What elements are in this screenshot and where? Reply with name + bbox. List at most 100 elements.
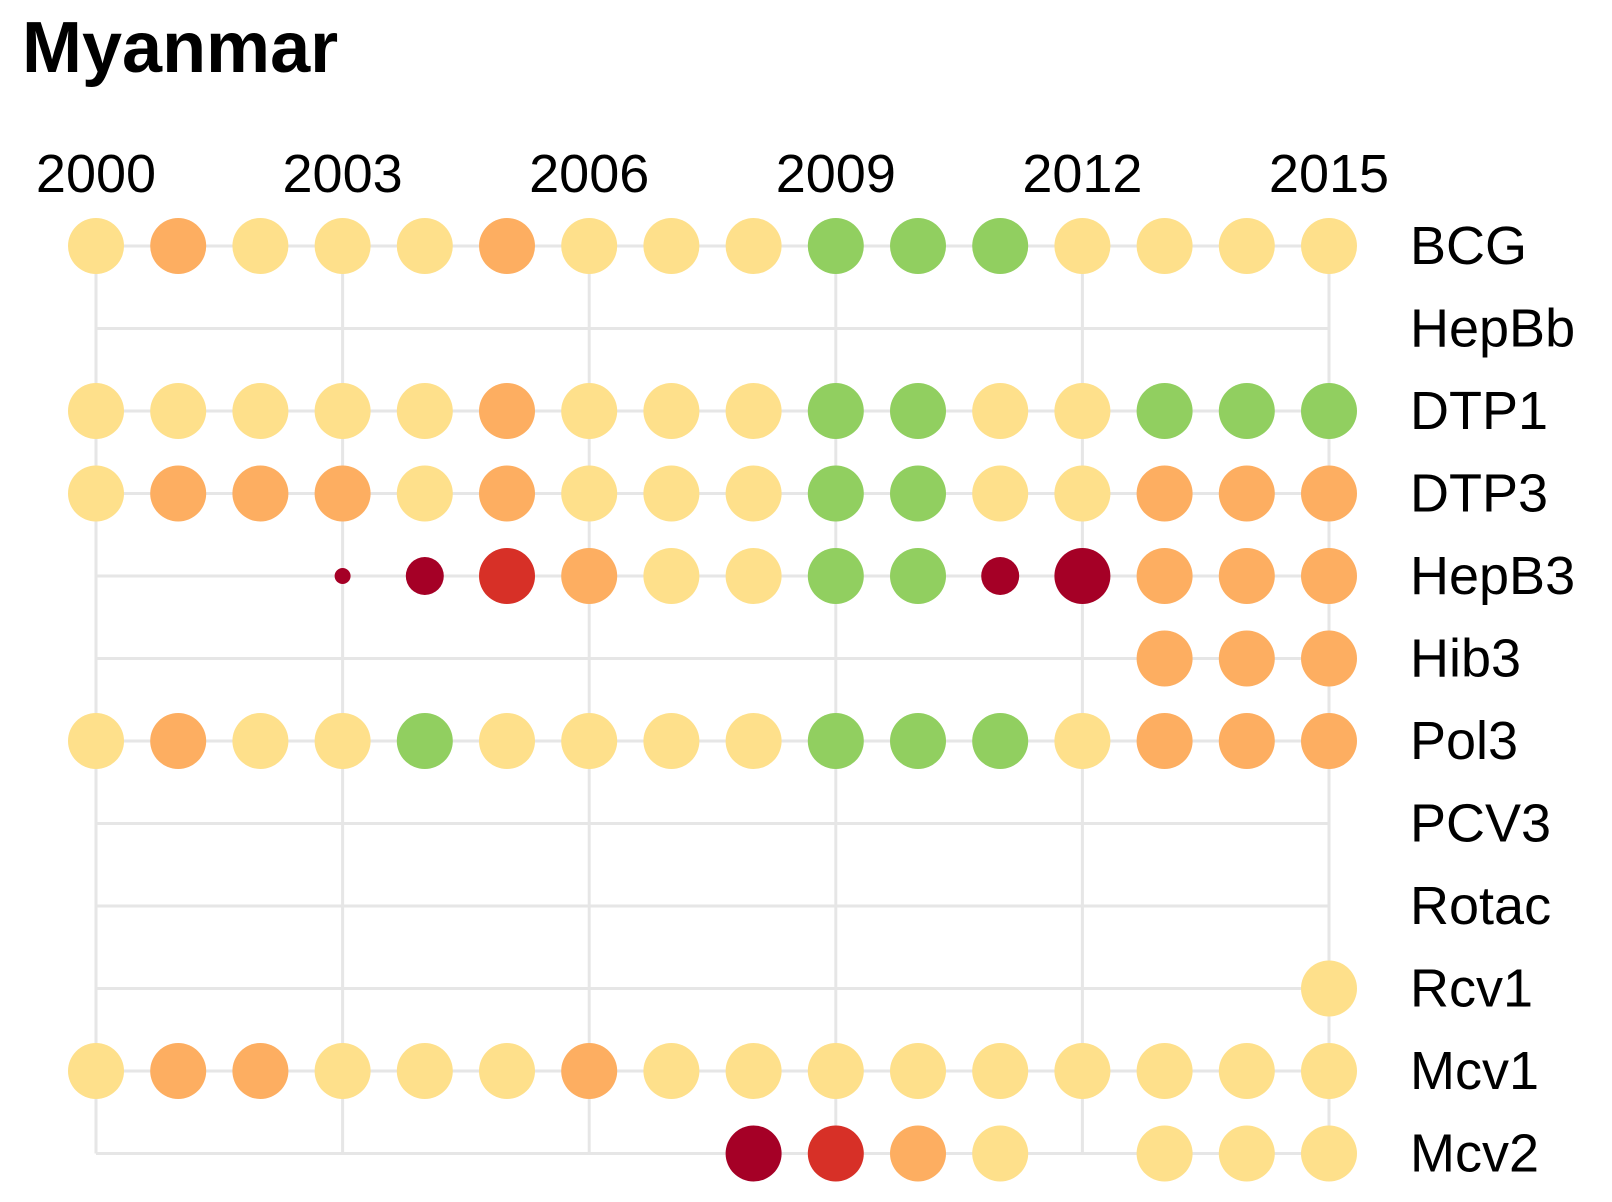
row-label-rcv1: Rcv1 [1410, 959, 1533, 1019]
dot-mcv2-2011 [972, 1125, 1029, 1182]
dot-mcv1-2005 [479, 1043, 535, 1099]
dot-dtp3-2003 [314, 465, 371, 522]
dot-dtp3-2005 [479, 465, 535, 522]
dot-mcv1-2011 [972, 1043, 1029, 1099]
dot-dtp1-2012 [1054, 383, 1111, 439]
dot-bcg-2007 [643, 218, 700, 274]
x-tick-label-2015: 2015 [1269, 144, 1389, 204]
dot-mcv1-2007 [643, 1043, 700, 1099]
dot-pol3-2012 [1054, 713, 1111, 769]
dot-rcv1-2015 [1301, 960, 1357, 1017]
dot-pol3-2008 [725, 713, 782, 769]
dot-pol3-2015 [1301, 713, 1357, 769]
dot-mcv1-2000 [68, 1043, 124, 1099]
dot-dtp1-2011 [972, 383, 1029, 439]
dot-hepb3-2013 [1136, 548, 1193, 604]
dot-pol3-2011 [972, 713, 1029, 769]
dot-mcv2-2010 [890, 1125, 946, 1182]
dot-dtp1-2014 [1218, 383, 1275, 439]
dot-mcv2-2013 [1136, 1125, 1193, 1182]
x-axis-tick-labels: 2000 2003 2006 2009 2012 2015 [36, 144, 1389, 204]
dot-mcv1-2010 [890, 1043, 946, 1099]
dot-bcg-2000 [68, 218, 124, 274]
x-tick-label-2003: 2003 [283, 144, 403, 204]
dot-dtp1-2008 [725, 383, 782, 439]
dot-hepb3-2003 [334, 568, 351, 584]
dot-mcv1-2003 [314, 1043, 371, 1099]
dot-pol3-2005 [479, 713, 535, 769]
dot-dtp3-2012 [1054, 465, 1111, 522]
dot-dtp1-2013 [1136, 383, 1193, 439]
dot-bcg-2010 [890, 218, 946, 274]
row-label-rotac: Rotac [1410, 876, 1551, 936]
dot-mcv1-2006 [561, 1043, 618, 1099]
dot-mcv1-2015 [1301, 1043, 1357, 1099]
dot-pol3-2002 [232, 713, 289, 769]
dot-bcg-2012 [1054, 218, 1111, 274]
dot-dtp1-2004 [396, 383, 453, 439]
dot-hepb3-2007 [643, 548, 700, 604]
chart-title: Myanmar [22, 8, 339, 88]
dot-dtp1-2015 [1301, 383, 1357, 439]
dot-pol3-2013 [1136, 713, 1193, 769]
dot-dtp1-2000 [68, 383, 124, 439]
dot-bcg-2011 [972, 218, 1029, 274]
x-tick-label-2009: 2009 [776, 144, 896, 204]
dot-mcv1-2009 [807, 1043, 864, 1099]
dot-mcv2-2014 [1218, 1125, 1275, 1182]
dot-hepb3-2008 [725, 548, 782, 604]
dot-dtp1-2007 [643, 383, 700, 439]
dot-dtp3-2000 [68, 465, 124, 522]
dot-hib3-2013 [1136, 630, 1193, 687]
row-label-pol3: Pol3 [1410, 711, 1518, 771]
dot-bcg-2009 [807, 218, 864, 274]
dot-bcg-2015 [1301, 218, 1357, 274]
dot-mcv1-2014 [1218, 1043, 1275, 1099]
row-label-mcv2: Mcv2 [1410, 1124, 1539, 1184]
row-label-dtp1: DTP1 [1410, 381, 1548, 441]
dot-dtp3-2015 [1301, 465, 1357, 522]
row-label-hepb3: HepB3 [1410, 546, 1575, 606]
dot-mcv1-2004 [396, 1043, 453, 1099]
dot-dtp3-2001 [150, 465, 207, 522]
dot-bcg-2003 [314, 218, 371, 274]
x-tick-label-2000: 2000 [36, 144, 156, 204]
dot-mcv1-2002 [232, 1043, 289, 1099]
row-label-hepbb: HepBb [1410, 299, 1575, 359]
dot-hepb3-2009 [807, 548, 864, 604]
dot-pol3-2014 [1218, 713, 1275, 769]
dot-bcg-2008 [725, 218, 782, 274]
dot-pol3-2000 [68, 713, 124, 769]
dot-dtp3-2004 [396, 465, 453, 522]
row-label-dtp3: DTP3 [1410, 464, 1548, 524]
row-label-mcv1: Mcv1 [1410, 1041, 1539, 1101]
dot-pol3-2003 [314, 713, 371, 769]
dot-hepb3-2014 [1218, 548, 1275, 604]
x-tick-label-2006: 2006 [529, 144, 649, 204]
dot-mcv1-2013 [1136, 1043, 1193, 1099]
dot-hib3-2015 [1301, 630, 1357, 687]
dot-bcg-2001 [150, 218, 207, 274]
dot-dtp1-2003 [314, 383, 371, 439]
dot-dtp3-2007 [643, 465, 700, 522]
row-label-pcv3: PCV3 [1410, 794, 1551, 854]
dot-dtp3-2002 [232, 465, 289, 522]
dot-bcg-2004 [396, 218, 453, 274]
dot-hepb3-2011 [981, 557, 1020, 595]
dot-dtp1-2006 [561, 383, 618, 439]
dot-mcv2-2008 [725, 1125, 782, 1182]
dot-mcv2-2009 [807, 1125, 864, 1182]
row-label-hib3: Hib3 [1410, 629, 1521, 689]
dot-dtp3-2011 [972, 465, 1029, 522]
dot-dtp3-2010 [890, 465, 946, 522]
dot-mcv1-2012 [1054, 1043, 1111, 1099]
dot-dtp3-2014 [1218, 465, 1275, 522]
dot-bcg-2013 [1136, 218, 1193, 274]
dot-pol3-2001 [150, 713, 207, 769]
dot-dtp3-2006 [561, 465, 618, 522]
y-axis-labels: BCG HepBb DTP1 DTP3 HepB3 Hib3 Pol3 PCV3 Rotac Rc… [1410, 216, 1575, 1184]
dot-bcg-2002 [232, 218, 289, 274]
data-points [68, 218, 1357, 1182]
dot-mcv2-2015 [1301, 1125, 1357, 1182]
dot-pol3-2007 [643, 713, 700, 769]
